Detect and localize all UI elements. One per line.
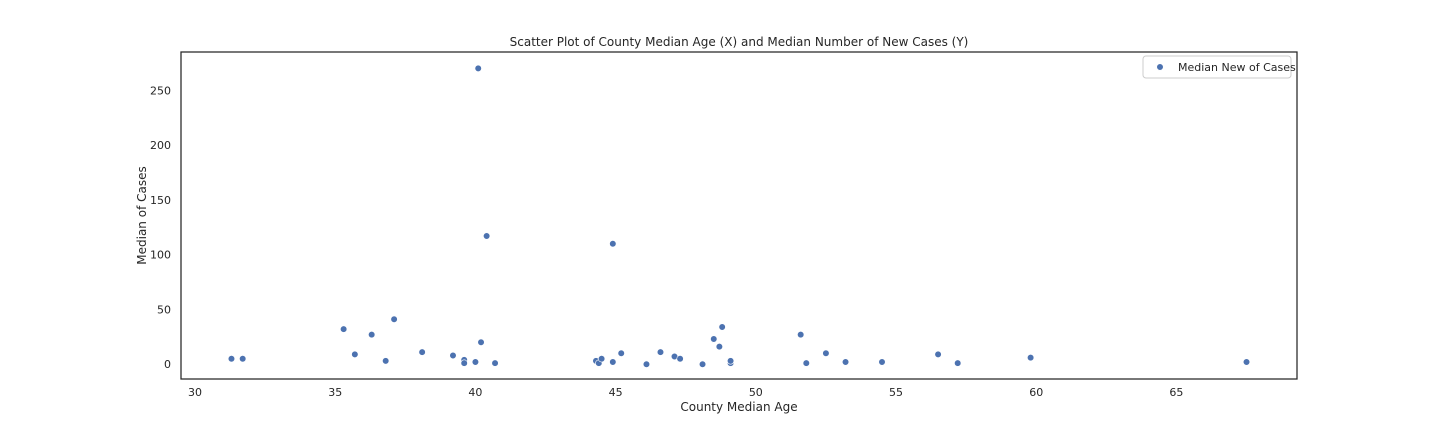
data-point [239, 355, 247, 363]
x-tick-label: 35 [328, 386, 342, 399]
y-tick-label: 200 [150, 139, 171, 152]
data-point [617, 349, 625, 357]
data-point [418, 348, 426, 356]
data-point [710, 335, 718, 343]
data-point [382, 357, 390, 365]
y-axis-label: Median of Cases [135, 166, 149, 264]
x-tick-label: 30 [188, 386, 202, 399]
data-point [474, 64, 482, 73]
x-axis-label: County Median Age [680, 400, 797, 414]
y-tick-label: 0 [164, 358, 171, 371]
data-point [878, 358, 886, 366]
data-point [676, 355, 684, 363]
plot-area [180, 51, 1298, 380]
plot-frame [180, 51, 1298, 380]
data-points [227, 64, 1251, 368]
data-point [340, 325, 348, 333]
data-point [715, 343, 723, 351]
data-point [1027, 354, 1035, 362]
data-point [471, 358, 480, 366]
x-axis-ticks: 30 35 40 45 50 55 60 65 [188, 386, 1183, 399]
data-point [718, 323, 726, 331]
y-tick-label: 150 [150, 194, 171, 207]
data-point [390, 315, 398, 323]
data-point [491, 359, 499, 367]
data-point [460, 359, 468, 367]
data-point [609, 358, 617, 366]
data-point [698, 360, 707, 368]
data-point [609, 240, 617, 248]
x-tick-label: 65 [1169, 386, 1183, 399]
legend-label: Median New of Cases [1178, 61, 1296, 74]
x-tick-label: 55 [889, 386, 903, 399]
data-point [822, 349, 830, 357]
data-point [483, 232, 491, 240]
y-tick-label: 100 [150, 249, 171, 262]
data-point [368, 331, 376, 339]
data-point [726, 357, 735, 365]
x-tick-label: 60 [1029, 386, 1043, 399]
data-point [934, 350, 942, 358]
data-point [227, 355, 236, 363]
data-point [642, 360, 651, 368]
data-point [449, 351, 457, 360]
legend-box [1142, 55, 1292, 79]
data-point [954, 359, 962, 367]
x-tick-label: 40 [468, 386, 482, 399]
y-axis-ticks: 0 50 100 150 200 250 [150, 84, 171, 371]
legend-marker [1156, 63, 1164, 71]
data-point [841, 358, 850, 366]
data-point [797, 331, 805, 339]
data-point [656, 348, 665, 356]
data-point [598, 355, 606, 363]
data-point [477, 338, 485, 346]
x-tick-label: 50 [749, 386, 763, 399]
data-point [802, 359, 810, 367]
y-tick-label: 250 [150, 84, 171, 97]
chart-title: Scatter Plot of County Median Age (X) an… [510, 35, 969, 49]
y-tick-label: 50 [157, 303, 171, 316]
data-point [1242, 358, 1251, 366]
legend: Median New of Cases [1142, 55, 1296, 79]
x-tick-label: 45 [609, 386, 623, 399]
data-point [351, 350, 359, 358]
